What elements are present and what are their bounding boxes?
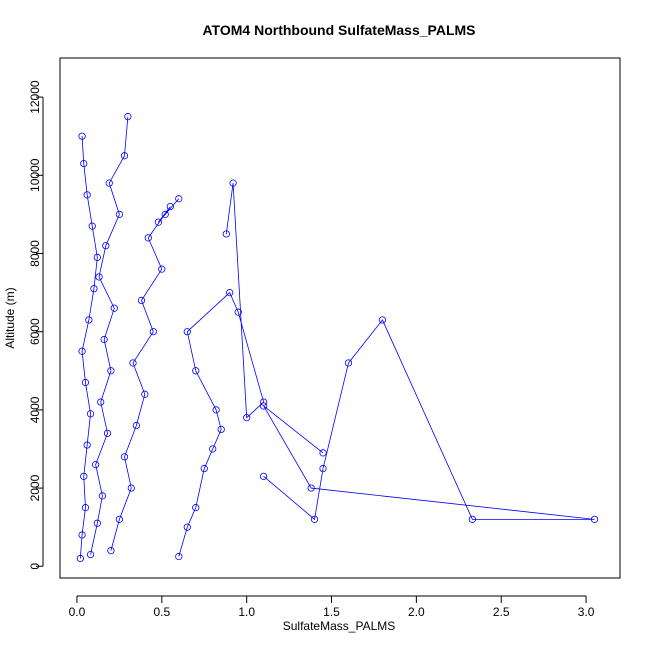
data-point (124, 113, 132, 121)
data-point (161, 210, 169, 218)
data-point (95, 273, 103, 281)
data-point (90, 285, 98, 293)
data-point (115, 515, 123, 523)
series-line (90, 116, 129, 555)
data-point (86, 410, 95, 418)
data-point (144, 234, 152, 242)
data-point (98, 492, 107, 500)
data-point (149, 328, 157, 336)
data-point (76, 554, 84, 563)
data-point (81, 504, 90, 512)
data-point (107, 367, 115, 375)
data-point (200, 464, 208, 473)
data-point (92, 461, 100, 469)
series-line (79, 136, 98, 559)
data-point (209, 445, 217, 453)
x-tick-label: 1.0 (238, 605, 255, 619)
data-point (105, 179, 113, 187)
data-point (80, 472, 88, 480)
data-point (115, 210, 123, 218)
y-tick-label: 2000 (28, 474, 42, 501)
data-point (102, 242, 110, 250)
data-point (97, 398, 105, 406)
x-tick-label: 0.0 (69, 605, 86, 619)
plot-frame (59, 57, 621, 579)
data-point (175, 552, 183, 561)
data-point (226, 288, 234, 297)
data-point (229, 179, 237, 187)
data-point (217, 425, 225, 434)
x-tick-label: 2.0 (408, 605, 425, 619)
x-axis: 0.0 0.5 1.0 1.5 2.0 2.5 3.0 (69, 595, 595, 619)
data-point (78, 132, 86, 140)
y-axis: 0 2000 4000 6000 8000 10000 12000 (28, 80, 44, 570)
data-point (260, 402, 268, 410)
y-tick-label: 8000 (28, 240, 42, 267)
data-point (132, 421, 140, 430)
y-tick-label: 0 (28, 563, 42, 570)
x-tick-label: 0.5 (153, 605, 170, 619)
data-point (127, 484, 135, 492)
data-point (78, 531, 86, 539)
data-point (260, 472, 268, 480)
x-axis-label: SulfateMass_PALMS (283, 619, 396, 633)
data-point (590, 515, 599, 523)
series-line (178, 183, 265, 557)
data-point (192, 504, 200, 512)
data-point (243, 414, 251, 422)
y-tick-label: 4000 (28, 396, 42, 423)
data-point (183, 523, 191, 531)
data-point (103, 429, 112, 437)
data-point (81, 378, 90, 387)
data-point (120, 453, 129, 461)
data-point (83, 441, 91, 449)
data-point (129, 359, 137, 367)
data-point (192, 367, 200, 375)
data-point (120, 152, 129, 160)
y-tick-label: 12000 (28, 80, 42, 114)
data-point (307, 484, 315, 492)
x-tick-label: 2.5 (493, 605, 510, 619)
data-point (468, 515, 476, 523)
data-point (100, 335, 108, 344)
chart-title: ATOM4 Northbound SulfateMass_PALMS (202, 22, 475, 38)
data-point (319, 464, 327, 473)
data-point (234, 308, 242, 316)
y-axis-label: Altitude (m) (3, 287, 17, 348)
data-point (141, 390, 149, 398)
data-point (212, 406, 220, 414)
data-point (175, 195, 183, 203)
y-tick-label: 10000 (28, 158, 42, 192)
data-point (319, 449, 327, 457)
data-layer (76, 113, 599, 563)
data-point (93, 519, 101, 527)
data-point (86, 550, 95, 559)
data-point (110, 304, 118, 312)
data-point (137, 296, 146, 305)
data-point (260, 398, 268, 406)
data-point (158, 265, 166, 273)
data-point (344, 359, 353, 367)
y-tick-label: 6000 (28, 318, 42, 345)
data-point (80, 159, 88, 168)
data-point (93, 253, 101, 261)
data-point (88, 222, 96, 230)
data-point (154, 218, 163, 226)
data-point (166, 202, 174, 211)
series-line (110, 198, 180, 551)
data-point (78, 347, 86, 355)
x-tick-label: 1.5 (323, 605, 340, 619)
data-point (183, 328, 191, 336)
data-point (310, 515, 319, 523)
series-line (263, 319, 595, 521)
data-point (107, 547, 115, 555)
data-point (85, 316, 93, 324)
x-tick-label: 3.0 (578, 605, 595, 619)
data-point (378, 316, 387, 324)
data-point (222, 230, 230, 238)
data-point (83, 191, 91, 199)
